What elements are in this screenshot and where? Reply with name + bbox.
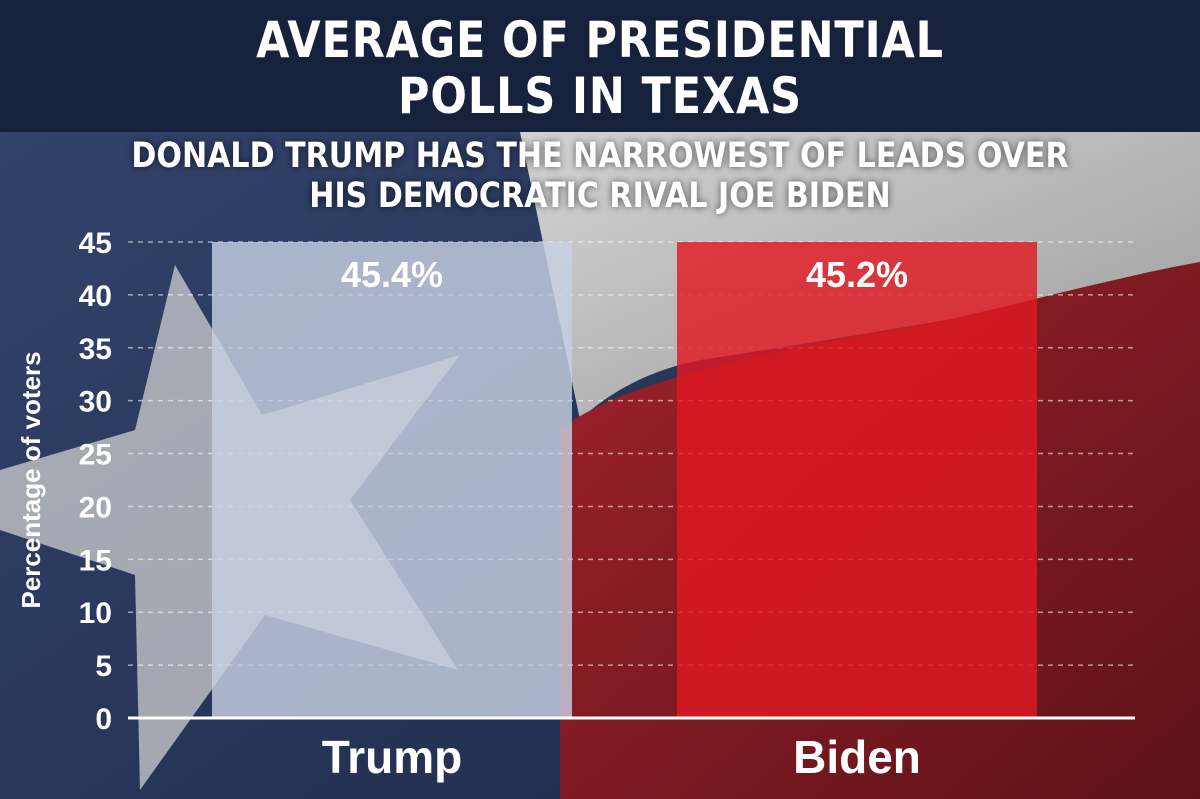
bar-trump [212, 242, 572, 718]
subtitle-line-1: DONALD TRUMP HAS THE NARROWEST OF LEADS … [131, 136, 1069, 176]
chart-title-line-2: POLLS IN TEXAS [398, 67, 802, 125]
y-tick-label: 40 [79, 280, 112, 313]
header-banner: AVERAGE OF PRESIDENTIAL POLLS IN TEXAS [0, 0, 1200, 132]
subtitle-line-2: HIS DEMOCRATIC RIVAL JOE BIDEN [309, 176, 891, 216]
x-tick-label-trump: Trump [322, 731, 463, 783]
data-label-biden: 45.2% [806, 254, 908, 295]
y-axis-ticks: 0 5 10 15 20 25 30 35 40 45 [79, 227, 112, 736]
bars [212, 242, 1037, 718]
bar-biden [677, 242, 1037, 718]
y-tick-label: 20 [79, 491, 112, 524]
gridlines [128, 241, 1135, 666]
y-tick-label: 10 [79, 597, 112, 630]
y-tick-label: 5 [95, 650, 112, 683]
labels: 45.4% Trump 45.2% Biden [322, 254, 921, 783]
data-label-trump: 45.4% [341, 254, 443, 295]
y-tick-label: 25 [79, 439, 112, 472]
y-tick-label: 35 [79, 333, 112, 366]
y-tick-label: 30 [79, 386, 112, 419]
chart-title-line-1: AVERAGE OF PRESIDENTIAL [256, 11, 944, 69]
y-tick-label: 0 [95, 703, 112, 736]
y-axis-label: Percentage of voters [16, 351, 46, 608]
y-tick-label: 15 [79, 544, 112, 577]
x-tick-label-biden: Biden [793, 731, 921, 783]
chart-subtitle: DONALD TRUMP HAS THE NARROWEST OF LEADS … [0, 136, 1200, 216]
y-tick-label: 45 [79, 227, 112, 260]
